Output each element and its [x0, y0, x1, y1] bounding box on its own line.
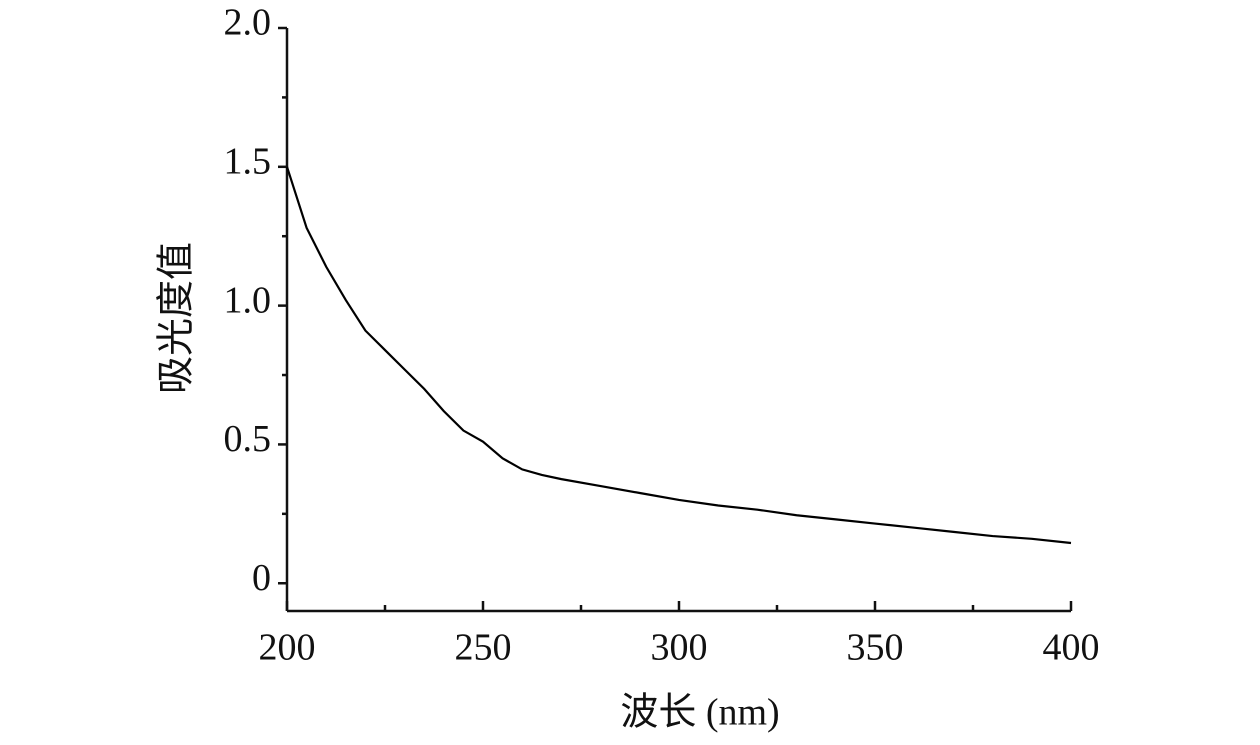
x-tick-label: 300 — [651, 627, 708, 669]
x-axis-label: 波长 (nm) — [620, 692, 779, 734]
x-tick-label: 200 — [259, 627, 316, 669]
y-tick-label: 1.0 — [224, 279, 272, 321]
x-tick-label: 250 — [455, 627, 512, 669]
line — [285, 166, 1072, 545]
x-tick-label: 350 — [847, 627, 904, 669]
y-tick-label: 0.5 — [224, 418, 272, 460]
y-tick-label: 1.5 — [224, 141, 272, 183]
y-tick-label: 0 — [252, 557, 271, 599]
y-tick-label: 2.0 — [224, 2, 272, 44]
y-axis-label: 吸光度值 — [156, 242, 198, 394]
x-tick-label: 400 — [1043, 627, 1100, 669]
